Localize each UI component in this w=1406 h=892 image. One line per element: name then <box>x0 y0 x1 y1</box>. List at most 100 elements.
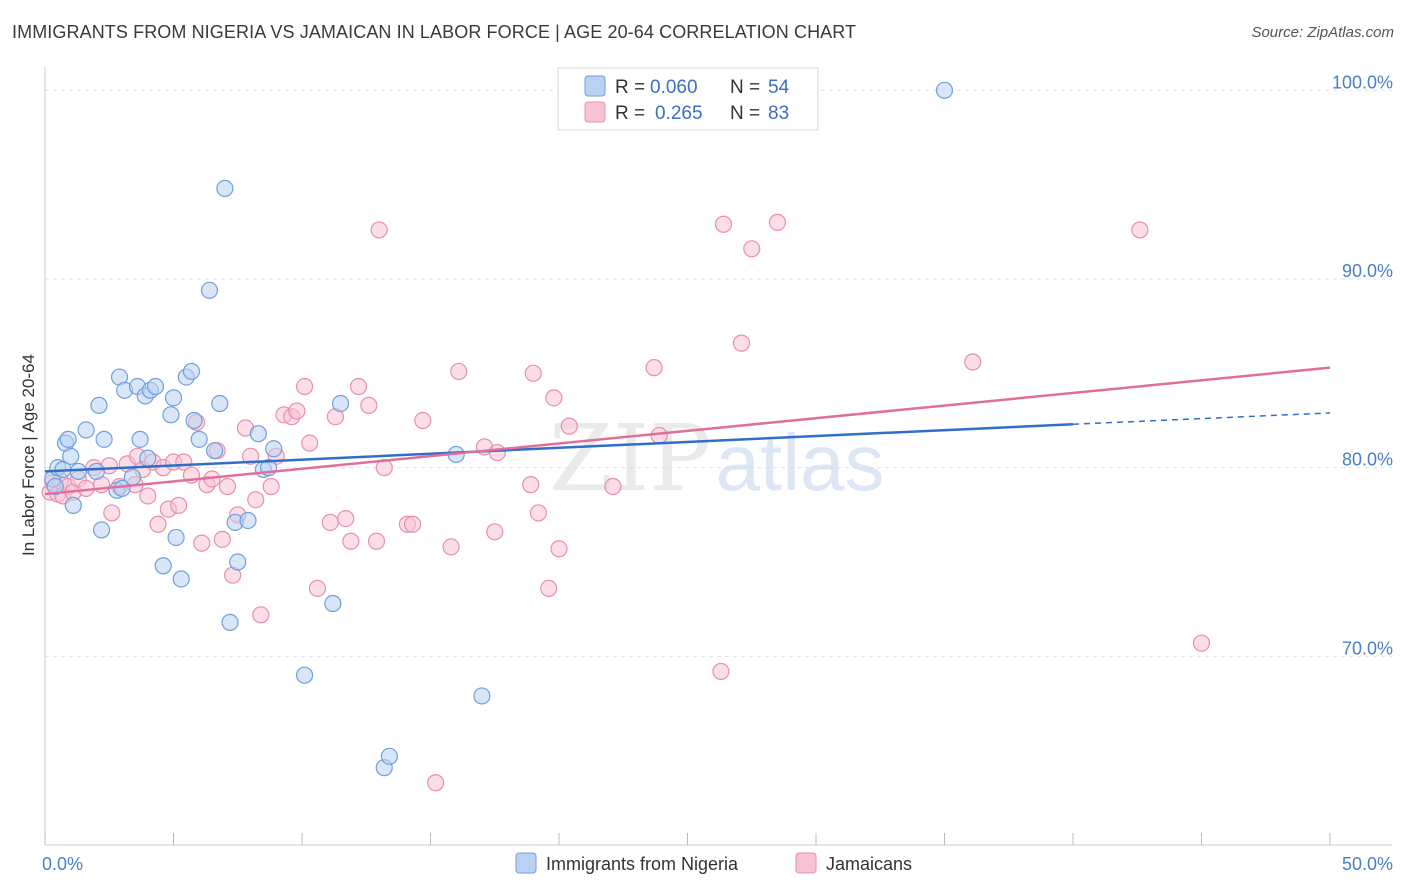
nigeria-points <box>44 81 954 777</box>
legend-n-label-jamaicans: N = <box>730 103 760 124</box>
nigeria-trend-line <box>44 423 1074 473</box>
jamaicans-point <box>370 221 388 239</box>
nigeria-point <box>172 570 190 588</box>
zipatlas-watermark: ZIP atlas <box>549 405 885 512</box>
nigeria-point <box>935 81 954 99</box>
nigeria-point <box>185 411 203 430</box>
nigeria-point <box>216 179 234 198</box>
jamaicans-point <box>301 434 319 452</box>
jamaicans-point <box>139 487 157 505</box>
nigeria-point <box>295 666 314 684</box>
y-tick-labels: 70.0% 80.0% 90.0% 100.0% <box>1332 72 1393 658</box>
nigeria-point <box>211 394 229 413</box>
nigeria-point <box>92 521 111 539</box>
jamaicans-point <box>193 534 211 552</box>
nigeria-point <box>146 377 165 396</box>
jamaicans-trend-line <box>44 366 1331 496</box>
series-swatch-nigeria <box>515 852 537 874</box>
jamaicans-point <box>450 362 468 381</box>
nigeria-point <box>154 557 172 575</box>
nigeria-point <box>46 477 64 496</box>
legend-swatch-jamaicans <box>584 101 606 123</box>
legend-n-value-nigeria: 54 <box>768 77 790 98</box>
series-swatch-jamaicans <box>795 852 817 874</box>
jamaicans-point <box>529 504 548 522</box>
nigeria-point <box>239 511 257 530</box>
nigeria-point <box>131 430 149 448</box>
nigeria-point <box>206 442 224 460</box>
jamaicans-point <box>486 523 504 541</box>
legend-r-value-jamaicans: 0.265 <box>655 103 703 124</box>
source-credit: Source: ZipAtlas.com <box>1251 24 1394 41</box>
jamaicans-point <box>213 530 231 548</box>
jamaicans-point <box>337 509 355 528</box>
jamaicans-point <box>360 396 378 414</box>
y-axis-title: In Labor Force | Age 20-64 <box>19 354 38 556</box>
nigeria-point <box>229 553 247 571</box>
jamaicans-point <box>170 496 188 514</box>
jamaicans-point <box>308 579 327 598</box>
watermark-atlas: atlas <box>716 418 885 507</box>
nigeria-point <box>324 594 342 613</box>
jamaicans-point <box>367 532 386 550</box>
y-tick-label: 80.0% <box>1342 450 1393 470</box>
x-tick-label: 50.0% <box>1342 854 1393 874</box>
nigeria-point <box>380 747 398 765</box>
jamaicans-point <box>342 532 360 550</box>
jamaicans-point <box>321 513 339 531</box>
nigeria-point <box>139 449 157 467</box>
jamaicans-point <box>252 606 270 624</box>
jamaicans-point <box>488 443 506 462</box>
y-tick-label: 70.0% <box>1342 638 1393 658</box>
nigeria-trend-extension <box>1072 412 1331 426</box>
nigeria-point <box>221 613 239 631</box>
nigeria-point <box>87 462 106 481</box>
jamaicans-point <box>732 334 751 352</box>
jamaicans-point <box>714 215 733 233</box>
jamaicans-point <box>242 447 260 465</box>
nigeria-point <box>265 440 283 458</box>
nigeria-point <box>162 406 180 424</box>
jamaicans-point <box>560 417 578 435</box>
nigeria-point <box>59 430 77 448</box>
jamaicans-point <box>743 240 761 258</box>
jamaicans-point <box>427 774 445 792</box>
jamaicans-point <box>604 477 622 496</box>
legend-r-label-jamaicans: R = <box>615 103 645 124</box>
y-tick-label: 100.0% <box>1332 72 1393 92</box>
jamaicans-point <box>262 477 280 496</box>
jamaicans-point <box>1131 221 1149 239</box>
jamaicans-point <box>295 377 314 396</box>
nigeria-point <box>182 362 201 381</box>
nigeria-point <box>123 468 141 486</box>
legend-n-value-jamaicans: 83 <box>768 103 789 124</box>
y-tick-label: 90.0% <box>1342 261 1393 281</box>
jamaicans-point <box>550 540 568 558</box>
trend-lines <box>44 366 1331 496</box>
jamaicans-point <box>522 476 540 494</box>
jamaicans-point <box>403 515 422 533</box>
nigeria-point <box>90 396 108 414</box>
jamaicans-point <box>768 213 787 231</box>
grid-lines <box>45 89 1392 657</box>
jamaicans-point <box>288 402 306 420</box>
jamaicans-point <box>524 364 542 382</box>
chart-title: IMMIGRANTS FROM NIGERIA VS JAMAICAN IN L… <box>12 22 857 42</box>
nigeria-point <box>200 281 219 299</box>
stats-legend: R = 0.060 N = 54 R = 0.265 N = 83 <box>557 67 819 131</box>
legend-swatch-nigeria <box>584 75 606 97</box>
nigeria-point <box>164 389 183 407</box>
legend-n-label-nigeria: N = <box>730 77 760 98</box>
nigeria-point <box>69 462 88 481</box>
jamaicans-point <box>414 411 432 430</box>
jamaicans-point <box>349 377 368 396</box>
nigeria-point <box>77 421 95 439</box>
nigeria-point <box>62 447 80 465</box>
jamaicans-point <box>218 477 237 496</box>
jamaicans-point <box>247 491 265 509</box>
jamaicans-point <box>103 504 121 522</box>
nigeria-point <box>190 430 208 448</box>
jamaicans-point <box>712 662 730 681</box>
jamaicans-point <box>545 389 563 407</box>
